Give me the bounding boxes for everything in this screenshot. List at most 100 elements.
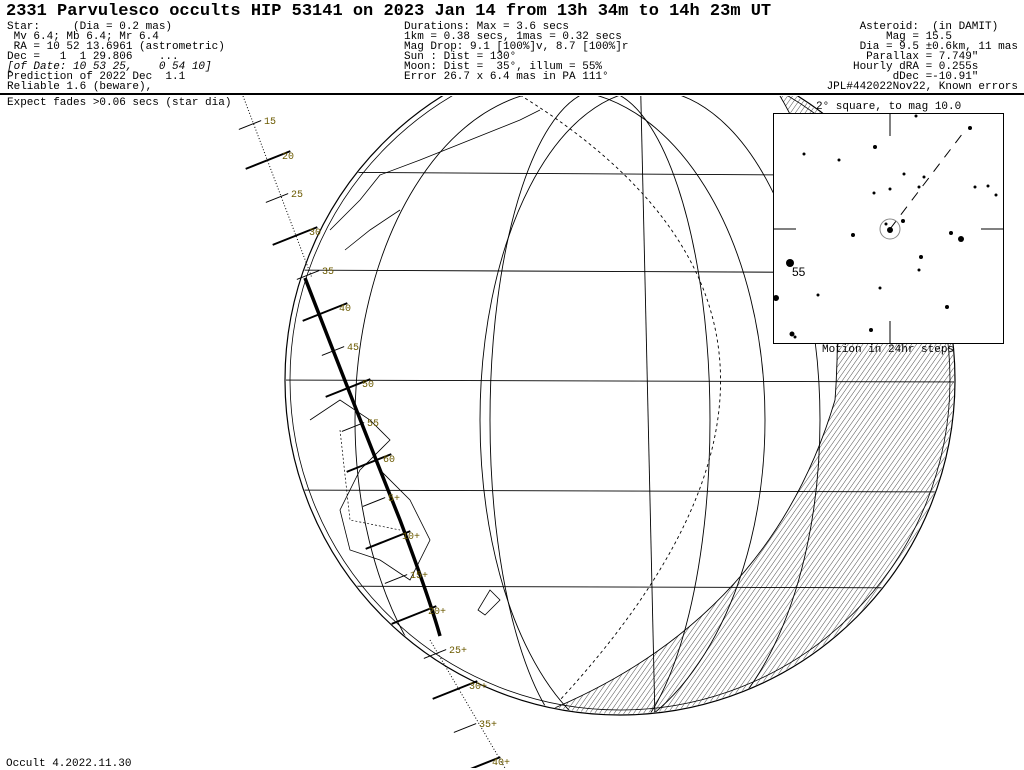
star <box>973 185 977 189</box>
path-tick-label: 60 <box>383 455 395 466</box>
inset-title: 2° square, to mag 10.0 <box>816 101 962 113</box>
inset-motion-caption: Motion in 24hr steps <box>822 344 955 356</box>
meridian <box>354 96 766 714</box>
star <box>986 184 990 188</box>
star-chart <box>774 114 1003 343</box>
star <box>919 255 923 259</box>
star <box>774 295 779 301</box>
star-line: RA = 10 52 13.6961 (astrometric) <box>7 41 225 53</box>
path-tick-label: 20 <box>282 152 294 163</box>
star <box>872 191 876 195</box>
path-tick-label: 35+ <box>479 720 497 731</box>
asteroid-line: Parallax = 7.749" <box>866 51 1018 63</box>
duration-line: Mag Drop: 9.1 [100%]v, 8.7 [100%]r <box>404 41 629 53</box>
path-tick-label: 55 <box>367 419 379 430</box>
star-line: Star: (Dia = 0.2 mas) <box>7 21 173 33</box>
map-title: 2331 Parvulesco occults HIP 53141 on 202… <box>6 2 772 21</box>
star <box>945 305 949 309</box>
path-tick <box>321 346 345 356</box>
path-tick <box>453 723 477 733</box>
star <box>793 335 797 339</box>
star <box>873 145 877 149</box>
path-tick <box>302 302 348 322</box>
path-tick-label: 25+ <box>449 646 467 657</box>
path-tick <box>391 605 437 625</box>
path-tick-label: 30+ <box>469 682 487 693</box>
path-tick <box>325 378 371 398</box>
path-tick-label: 15 <box>264 117 276 128</box>
star <box>902 172 906 176</box>
time-track <box>429 639 506 768</box>
star <box>884 222 888 226</box>
star <box>917 185 921 189</box>
star <box>914 114 918 118</box>
star-line: Prediction of 2022 Dec 1.1 <box>7 71 186 83</box>
path-tick-label: 30 <box>309 228 321 239</box>
star <box>917 268 921 272</box>
path-tick-label: 20+ <box>428 607 446 618</box>
path-tick <box>365 530 411 550</box>
software-version: Occult 4.2022.11.30 <box>6 758 132 770</box>
star <box>888 187 892 191</box>
path-tick <box>296 270 320 280</box>
meridian <box>639 96 656 714</box>
path-tick <box>384 574 408 584</box>
star-field-inset: 55 <box>773 113 1004 344</box>
star-line: Reliable 1.6 (beware), <box>7 81 153 93</box>
motion-track <box>889 128 967 230</box>
star <box>878 286 882 290</box>
path-tick <box>272 226 318 246</box>
asteroid-info: Asteroid: (in DAMIT) Mag = 15.5 Dia = 9.… <box>826 21 1018 93</box>
coastline-asia <box>329 109 541 251</box>
meridian <box>479 96 821 714</box>
path-tick-label: 35 <box>322 267 334 278</box>
asteroid-line: JPL#442022Nov22, Known errors <box>826 81 1018 93</box>
star <box>802 152 806 156</box>
header-divider <box>0 93 1024 95</box>
path-tick-label: 40+ <box>492 758 510 768</box>
star <box>789 331 795 337</box>
meridian <box>489 96 711 714</box>
star <box>837 158 841 162</box>
duration-line: Durations: Max = 3.6 secs <box>404 21 570 33</box>
path-tick-label: 10+ <box>402 532 420 543</box>
star <box>869 328 873 332</box>
star <box>949 231 953 235</box>
twilight-line <box>519 96 721 701</box>
star <box>786 259 794 267</box>
star-line: Mv 6.4; Mb 6.4; Mr 6.4 <box>7 31 159 43</box>
occultation-path <box>303 277 442 637</box>
australia-border <box>339 429 401 531</box>
star <box>994 193 998 197</box>
duration-line: Sun : Dist = 130° <box>404 51 517 63</box>
asteroid-line: Hourly dRA = 0.255s <box>852 61 1018 73</box>
path-tick-label: 15+ <box>410 571 428 582</box>
path-tick <box>238 120 262 130</box>
path-tick <box>470 756 501 768</box>
path-tick-label: 40 <box>339 304 351 315</box>
duration-line: Error 26.7 x 6.4 mas in PA 111° <box>404 71 609 83</box>
time-track <box>242 96 313 279</box>
path-tick <box>265 193 289 203</box>
coastline-australia <box>309 399 431 581</box>
coastline-newzealand <box>477 589 501 616</box>
star-line: [of Date: 10 53 25, 0 54 10] <box>7 61 212 73</box>
path-tick <box>346 453 392 473</box>
target-star-circle <box>879 218 901 240</box>
path-tick-label: 5+ <box>388 494 400 505</box>
asteroid-line: Asteroid: (in DAMIT) <box>859 21 1018 33</box>
star-info: Star: (Dia = 0.2 mas) Mv 6.4; Mb 6.4; Mr… <box>7 21 225 93</box>
asteroid-line: Dia = 9.5 ±0.6km, 11 mas <box>859 41 1018 53</box>
path-tick <box>362 497 386 507</box>
star <box>922 175 926 179</box>
star-magnitude-label: 55 <box>792 265 806 279</box>
path-tick <box>423 649 447 659</box>
duration-info: Durations: Max = 3.6 secs 1km = 0.38 sec… <box>404 21 629 83</box>
star-line: Dec = 1 1 29.806 ... <box>7 51 179 63</box>
fades-note: Expect fades >0.06 secs (star dia) <box>7 97 232 109</box>
path-tick <box>432 680 478 700</box>
star <box>851 233 855 237</box>
path-tick <box>245 150 291 170</box>
path-tick-label: 45 <box>347 343 359 354</box>
star <box>816 293 820 297</box>
